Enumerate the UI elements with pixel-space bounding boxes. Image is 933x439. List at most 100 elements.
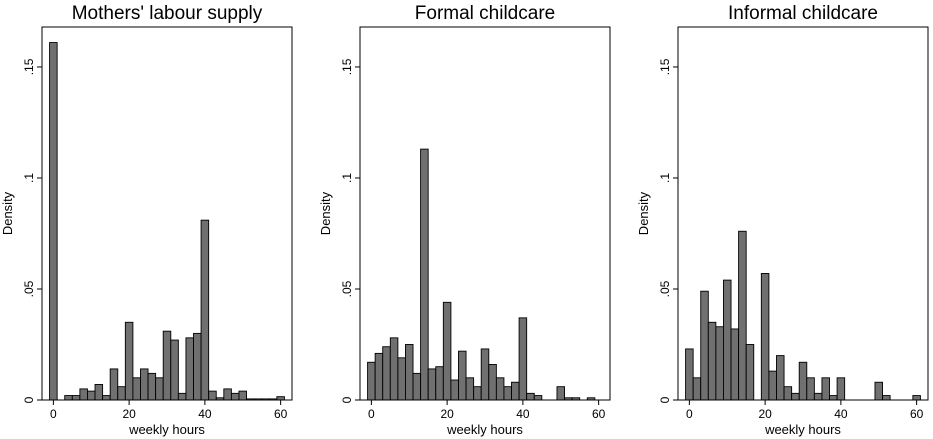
x-tick-label: 40 — [834, 407, 848, 421]
x-tick-label: 20 — [122, 407, 136, 421]
histogram-bar — [412, 372, 422, 401]
histogram-bar — [745, 344, 755, 401]
panel-title: Informal childcare — [728, 3, 878, 24]
histogram-bar — [442, 301, 452, 401]
panel-title: Mothers' labour supply — [72, 3, 263, 24]
y-tick-label: .05 — [22, 280, 36, 297]
y-tick-label: .1 — [22, 173, 36, 183]
histogram-bar — [700, 290, 709, 401]
histogram-bar — [798, 361, 808, 401]
histogram-bar — [503, 386, 512, 401]
y-tick-label: .05 — [658, 280, 672, 297]
histogram-bar — [692, 377, 702, 401]
histogram-bar — [465, 377, 475, 401]
histogram-bar — [556, 386, 565, 401]
histogram-bar — [71, 395, 81, 401]
histogram-bar — [117, 386, 126, 401]
histogram-bar — [367, 361, 376, 401]
histogram-bar — [155, 377, 164, 401]
y-tick-label: .1 — [340, 173, 354, 183]
plot-frame — [677, 26, 929, 401]
histogram-bar — [715, 326, 724, 401]
histogram-bar — [495, 377, 505, 401]
x-tick-label: 60 — [910, 407, 924, 421]
histogram-bar — [208, 390, 217, 401]
histogram-bar — [836, 377, 846, 401]
histogram-bar — [397, 357, 406, 401]
histogram-bar — [124, 321, 134, 401]
histogram-bar — [821, 377, 830, 401]
histogram-bar — [450, 379, 459, 401]
x-tick-label: 60 — [592, 407, 606, 421]
histogram-bar — [806, 377, 815, 401]
histogram-panel-3: Informal childcare 0 .05 .1 .15 0 20 40 60 weekly… — [636, 3, 929, 437]
histogram-bar — [791, 392, 800, 401]
histogram-bar — [760, 272, 770, 401]
histogram-bar — [374, 352, 384, 401]
histogram-bar — [813, 392, 823, 401]
histogram-bar — [738, 230, 747, 401]
y-axis-label: Density — [318, 191, 333, 235]
histogram-bar — [162, 330, 172, 401]
histogram-bar — [405, 344, 414, 401]
plot-frame — [41, 26, 293, 401]
histogram-bar — [723, 279, 732, 401]
y-tick-label: 0 — [340, 396, 354, 403]
histogram-bar — [783, 386, 793, 401]
histogram-bar — [79, 388, 88, 401]
histogram-bar — [874, 381, 883, 401]
histogram-bar — [473, 386, 482, 401]
histogram-bar — [193, 332, 202, 401]
histogram-bar — [64, 395, 73, 401]
histogram-bar — [912, 395, 921, 401]
histogram-panel-1: Mothers' labour supply 0 .05 .1 .15 0 20 40 60 we… — [0, 3, 293, 437]
x-axis-label: weekly hours — [764, 422, 841, 437]
x-tick-label: 60 — [274, 407, 288, 421]
histogram-bar — [102, 395, 111, 401]
y-tick-label: .1 — [658, 173, 672, 183]
plot-frame — [359, 26, 611, 401]
histogram-bar — [147, 372, 157, 401]
histogram-bar — [140, 368, 149, 401]
histogram-bar — [480, 348, 490, 401]
histogram-bar — [458, 350, 467, 401]
x-tick-label: 40 — [516, 407, 530, 421]
panel-title: Formal childcare — [415, 3, 555, 24]
histogram-bar — [685, 348, 694, 401]
histogram-bar — [185, 337, 194, 401]
x-tick-label: 40 — [198, 407, 212, 421]
histogram-panel-2: Formal childcare 0 .05 .1 .15 0 20 40 60 weekly h… — [318, 3, 611, 437]
histogram-bar — [882, 395, 891, 401]
histogram-bar — [526, 392, 535, 401]
histogram-bar — [49, 42, 58, 401]
histogram-bar — [730, 328, 740, 401]
y-axis-label: Density — [636, 191, 651, 235]
y-tick-label: .05 — [340, 280, 354, 297]
histogram-bar — [768, 370, 777, 401]
histogram-bar — [109, 368, 119, 401]
x-tick-label: 0 — [686, 407, 693, 421]
y-tick-label: 0 — [658, 396, 672, 403]
histogram-bar — [177, 392, 187, 401]
histogram-bar — [427, 368, 437, 401]
histogram-bar — [87, 390, 96, 401]
histogram-bar — [488, 364, 497, 401]
histogram-bar — [389, 337, 399, 401]
histogram-bar — [533, 395, 543, 401]
y-axis-label: Density — [0, 191, 15, 235]
histogram-bar — [420, 148, 429, 401]
y-tick-label: .15 — [22, 58, 36, 75]
histogram-bar — [170, 339, 179, 401]
histogram-bar — [707, 321, 717, 401]
histogram-bar — [230, 392, 240, 401]
histogram-bar — [435, 366, 444, 401]
histogram-bar — [829, 395, 838, 401]
y-tick-label: .15 — [658, 58, 672, 75]
histogram-bar — [132, 377, 141, 401]
x-tick-label: 0 — [50, 407, 57, 421]
histogram-bar — [382, 346, 391, 401]
histogram-bar — [776, 355, 785, 401]
histogram-bar — [94, 384, 104, 401]
x-tick-label: 20 — [758, 407, 772, 421]
histogram-bar — [223, 388, 232, 401]
